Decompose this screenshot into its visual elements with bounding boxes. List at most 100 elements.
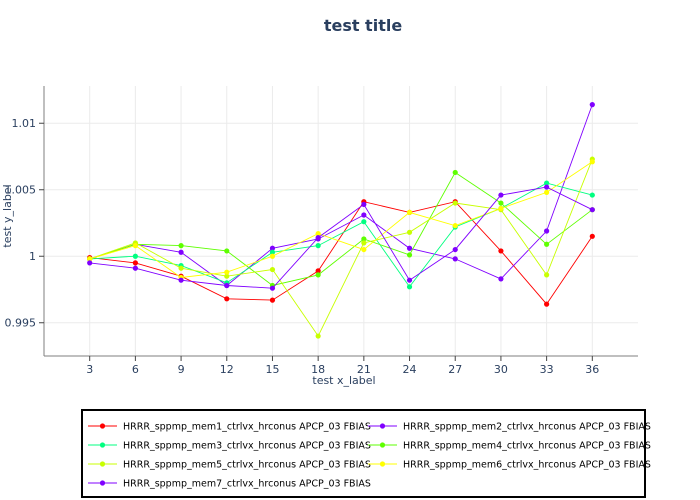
data-point <box>498 276 504 282</box>
data-point <box>498 200 504 206</box>
data-point <box>224 273 230 279</box>
data-point <box>132 243 138 249</box>
series-line-mem2 <box>89 104 593 287</box>
data-point <box>406 252 413 258</box>
legend-swatch-marker <box>379 442 386 448</box>
data-point <box>452 246 458 253</box>
data-point <box>224 269 230 275</box>
data-point <box>589 192 595 198</box>
x-tick-label: 30 <box>494 363 508 376</box>
data-point <box>132 260 138 266</box>
y-tick-label: 1.01 <box>12 117 37 130</box>
data-point <box>589 207 595 213</box>
data-point <box>406 229 413 235</box>
data-point <box>269 285 276 291</box>
x-axis-label: test x_label <box>312 374 375 387</box>
x-tick-label: 33 <box>540 363 554 376</box>
data-point <box>224 282 230 289</box>
data-point <box>361 201 367 207</box>
series-line-mem6 <box>89 161 593 278</box>
data-point <box>544 189 550 196</box>
data-point <box>178 277 184 283</box>
data-point <box>452 169 458 176</box>
data-point <box>544 301 550 307</box>
x-tick-label: 18 <box>311 363 325 376</box>
legend-swatch-marker <box>379 423 386 429</box>
series-line-mem7 <box>89 186 593 289</box>
data-point <box>452 256 458 262</box>
legend-label: HRRR_sppmp_mem2_ctrlvx_hrconus APCP_03 F… <box>403 422 651 433</box>
data-point <box>315 268 321 274</box>
data-point <box>361 246 367 253</box>
data-point <box>315 235 321 241</box>
chart-title: test title <box>324 16 403 35</box>
x-tick-label: 21 <box>357 363 371 376</box>
legend-swatch-marker <box>99 423 106 429</box>
data-point <box>315 272 321 278</box>
data-point <box>498 248 504 254</box>
legend-label: HRRR_sppmp_mem4_ctrlvx_hrconus APCP_03 F… <box>403 441 651 452</box>
data-point <box>544 241 550 247</box>
data-point <box>589 233 595 239</box>
legend-label: HRRR_sppmp_mem1_ctrlvx_hrconus APCP_03 F… <box>123 422 371 433</box>
data-point <box>224 248 230 254</box>
data-point <box>269 253 276 259</box>
grid-lines <box>44 86 638 356</box>
data-point <box>269 245 276 251</box>
x-tick-label: 24 <box>403 363 417 376</box>
series-line-mem4 <box>89 171 593 286</box>
legend-box <box>81 409 646 498</box>
y-tick-label: 0.995 <box>5 317 37 330</box>
data-point <box>361 236 367 242</box>
data-point <box>178 243 184 249</box>
data-point <box>178 249 184 255</box>
data-point <box>361 212 367 218</box>
x-tick-label: 36 <box>585 363 599 376</box>
x-tick-label: 12 <box>220 363 234 376</box>
legend-swatch-marker <box>99 461 106 467</box>
x-tick-label: 6 <box>132 363 139 376</box>
x-tick-label: 3 <box>86 363 93 376</box>
data-point <box>361 240 367 246</box>
x-tick-label: 9 <box>178 363 185 376</box>
x-tick-label: 27 <box>448 363 462 376</box>
data-point <box>132 265 138 271</box>
data-point <box>87 256 93 262</box>
legend-label: HRRR_sppmp_mem3_ctrlvx_hrconus APCP_03 F… <box>123 441 371 452</box>
data-point <box>452 223 458 229</box>
data-point <box>132 253 138 259</box>
y-axis-label: test y_label <box>1 184 14 247</box>
series-line-mem1 <box>89 201 593 305</box>
data-point <box>544 272 550 278</box>
series-line-mem5 <box>89 159 593 337</box>
data-point <box>544 180 550 186</box>
data-point <box>315 243 321 249</box>
legend-label: HRRR_sppmp_mem7_ctrlvx_hrconus APCP_03 F… <box>123 479 371 490</box>
data-point <box>315 333 321 339</box>
data-point <box>589 159 595 165</box>
data-point <box>87 260 93 266</box>
data-point <box>452 200 458 206</box>
legend-label: HRRR_sppmp_mem6_ctrlvx_hrconus APCP_03 F… <box>403 460 651 471</box>
data-point <box>269 297 276 303</box>
data-point <box>361 219 367 225</box>
axes <box>39 86 638 361</box>
legend-swatch-marker <box>99 480 106 486</box>
data-point <box>406 209 413 215</box>
data-point <box>269 266 276 273</box>
data-point <box>406 245 413 251</box>
data-point <box>589 102 595 108</box>
data-point <box>178 265 184 271</box>
data-point <box>544 184 550 190</box>
data-point <box>315 231 321 237</box>
series-group <box>87 102 595 339</box>
data-point <box>406 284 413 290</box>
data-point <box>406 277 413 283</box>
data-point <box>224 296 230 302</box>
y-tick-label: 1 <box>29 250 36 263</box>
data-point <box>544 228 550 234</box>
x-tick-label: 15 <box>265 363 279 376</box>
